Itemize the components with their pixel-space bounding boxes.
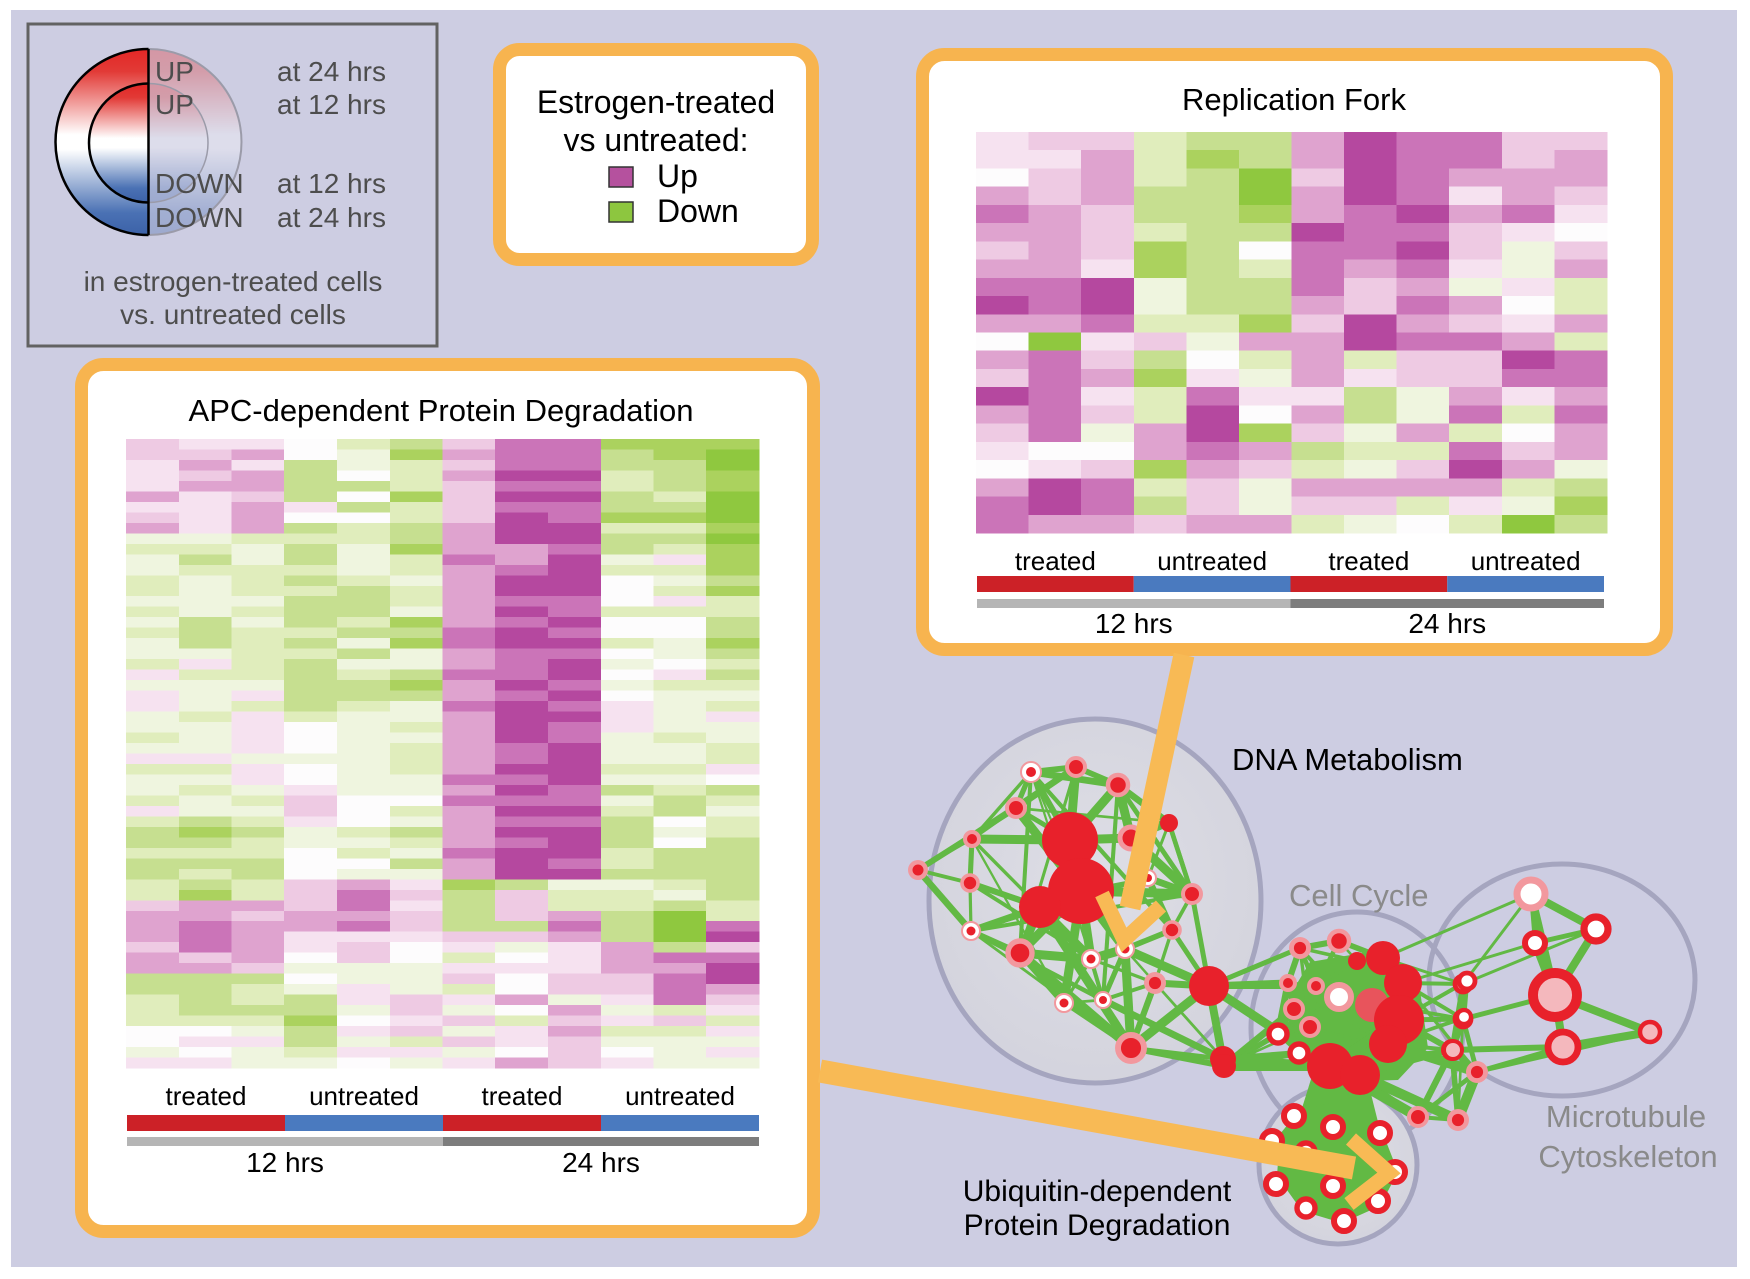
- svg-text:at 24 hrs: at 24 hrs: [277, 56, 386, 87]
- svg-text:DNA Metabolism: DNA Metabolism: [1232, 742, 1463, 777]
- svg-text:untreated: untreated: [309, 1081, 419, 1111]
- svg-text:untreated: untreated: [625, 1081, 735, 1111]
- svg-text:vs untreated:: vs untreated:: [564, 122, 749, 158]
- svg-text:APC-dependent Protein Degradat: APC-dependent Protein Degradation: [189, 393, 694, 428]
- svg-text:Protein Degradation: Protein Degradation: [964, 1209, 1231, 1242]
- svg-text:12 hrs: 12 hrs: [246, 1147, 324, 1178]
- svg-text:treated: treated: [166, 1081, 247, 1111]
- svg-text:Up: Up: [657, 158, 698, 194]
- svg-text:in estrogen-treated cells: in estrogen-treated cells: [84, 266, 383, 297]
- svg-text:treated: treated: [1015, 546, 1096, 576]
- svg-text:Replication Fork: Replication Fork: [1182, 82, 1406, 117]
- svg-text:untreated: untreated: [1471, 546, 1581, 576]
- svg-text:at 12 hrs: at 12 hrs: [277, 89, 386, 120]
- svg-text:12 hrs: 12 hrs: [1095, 608, 1173, 639]
- svg-text:untreated: untreated: [1157, 546, 1267, 576]
- svg-text:DOWN: DOWN: [155, 168, 244, 199]
- svg-text:DOWN: DOWN: [155, 202, 244, 233]
- svg-text:Down: Down: [657, 193, 739, 229]
- svg-text:Ubiquitin-dependent: Ubiquitin-dependent: [963, 1175, 1232, 1208]
- svg-text:Microtubule: Microtubule: [1546, 1099, 1706, 1134]
- svg-text:24 hrs: 24 hrs: [562, 1147, 640, 1178]
- svg-text:vs. untreated cells: vs. untreated cells: [120, 299, 346, 330]
- svg-text:Cell Cycle: Cell Cycle: [1289, 878, 1429, 913]
- svg-text:treated: treated: [482, 1081, 563, 1111]
- svg-text:at 12 hrs: at 12 hrs: [277, 168, 386, 199]
- svg-text:UP: UP: [155, 89, 194, 120]
- svg-text:UP: UP: [155, 56, 194, 87]
- svg-text:Estrogen-treated: Estrogen-treated: [537, 84, 775, 120]
- svg-text:treated: treated: [1328, 546, 1409, 576]
- svg-text:Cytoskeleton: Cytoskeleton: [1538, 1139, 1717, 1174]
- svg-text:at 24 hrs: at 24 hrs: [277, 202, 386, 233]
- svg-text:24 hrs: 24 hrs: [1408, 608, 1486, 639]
